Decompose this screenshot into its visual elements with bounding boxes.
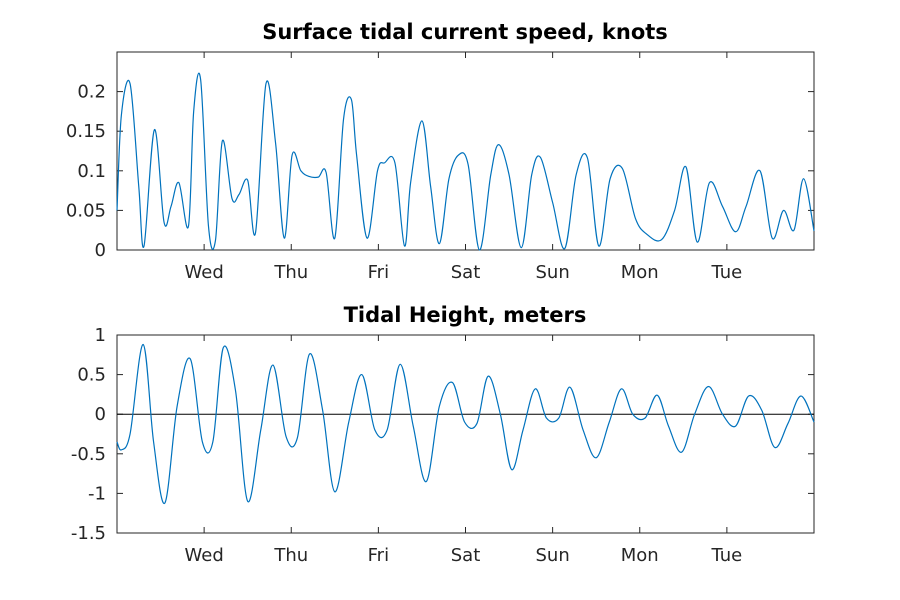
current-speed-x-tick-label: Thu	[273, 262, 308, 283]
current-speed-y-axis: 0 0.05 0.1 0.15 0.2	[66, 82, 814, 261]
current-speed-x-tick-label: Sat	[451, 262, 481, 283]
current-speed-x-axis: Wed Thu Fri Sat Sun Mon Tue	[185, 52, 743, 283]
tidal-height-x-tick-label: Wed	[185, 545, 224, 566]
tidal-height-x-tick-label: Sat	[451, 545, 481, 566]
tidal-height-series-layer	[116, 343, 815, 504]
current-speed-y-tick-label: 0.1	[77, 161, 106, 182]
tidal-height-y-tick-label: -1	[88, 483, 106, 504]
current-speed-y-tick-label: 0.05	[66, 200, 106, 221]
current-speed-plot-area	[116, 51, 815, 251]
tidal-height-y-tick-label: 0.5	[77, 365, 106, 386]
tidal-height-x-tick-label: Fri	[368, 545, 389, 566]
tidal-height-x-tick-label: Thu	[273, 545, 308, 566]
tidal-height-y-tick-label: -0.5	[71, 444, 106, 465]
tidal-height-y-axis: -1.5 -1 -0.5 0 0.5 1	[71, 325, 814, 544]
tidal-height-y-tick-label: 0	[95, 404, 106, 425]
current-speed-y-tick-label: 0.15	[66, 121, 106, 142]
current-speed-chart: Surface tidal current speed, knots 0 0.05…	[66, 20, 815, 283]
current-speed-x-tick-label: Wed	[185, 262, 224, 283]
current-speed-x-tick-label: Fri	[368, 262, 389, 283]
tidal-height-x-tick-label: Tue	[711, 545, 743, 566]
tidal-height-x-axis: Wed Thu Fri Sat Sun Mon Tue	[185, 335, 743, 566]
tidal-height-x-tick-label: Mon	[621, 545, 659, 566]
current-speed-chart-title: Surface tidal current speed, knots	[262, 20, 668, 44]
tidal-height-x-tick-label: Sun	[536, 545, 570, 566]
current-speed-y-tick-label: 0.2	[77, 82, 106, 103]
current-speed-x-tick-label: Mon	[621, 262, 659, 283]
tidal-height-plot-area	[116, 334, 815, 534]
tidal-height-y-tick-label: -1.5	[71, 523, 106, 544]
current-speed-series-layer	[116, 72, 815, 251]
current-speed-series-line	[116, 72, 815, 251]
tidal-height-y-tick-label: 1	[95, 325, 106, 346]
current-speed-x-tick-label: Sun	[536, 262, 570, 283]
tidal-height-chart: Tidal Height, meters -1.5 -1 -0.5 0 0.5 1 Wed…	[71, 303, 815, 566]
tidal-height-chart-title: Tidal Height, meters	[344, 303, 587, 327]
current-speed-y-tick-label: 0	[95, 240, 106, 261]
tidal-height-series-line	[116, 343, 815, 504]
current-speed-x-tick-label: Tue	[711, 262, 743, 283]
